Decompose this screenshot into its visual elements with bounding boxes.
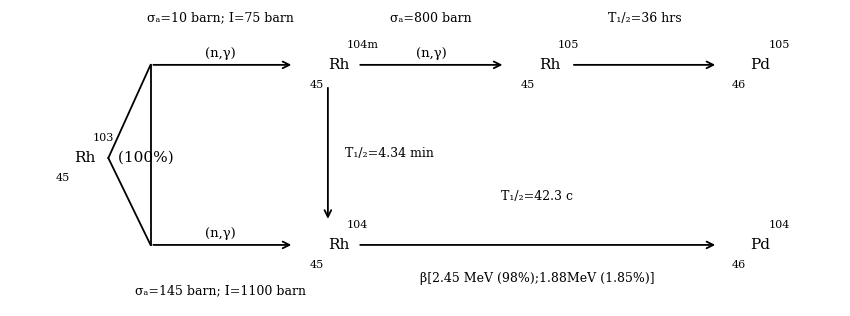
Text: 105: 105 — [558, 40, 579, 50]
Text: (100%): (100%) — [112, 151, 173, 165]
Text: 45: 45 — [309, 80, 324, 90]
Text: σₐ=145 barn; I=1100 barn: σₐ=145 barn; I=1100 barn — [135, 285, 306, 298]
Text: Pd: Pd — [750, 58, 770, 72]
Text: (n,γ): (n,γ) — [416, 47, 446, 60]
Text: Rh: Rh — [539, 58, 560, 72]
Text: 45: 45 — [309, 260, 324, 270]
Text: 46: 46 — [732, 80, 745, 90]
Text: Rh: Rh — [328, 238, 349, 252]
Text: 45: 45 — [520, 80, 535, 90]
Text: T₁/₂=42.3 c: T₁/₂=42.3 c — [502, 190, 573, 203]
Text: 104: 104 — [347, 220, 368, 230]
Text: T₁/₂=36 hrs: T₁/₂=36 hrs — [608, 11, 682, 25]
Text: (n,γ): (n,γ) — [205, 47, 236, 60]
Text: 103: 103 — [94, 133, 115, 143]
Text: Pd: Pd — [750, 238, 770, 252]
Text: 104m: 104m — [347, 40, 378, 50]
Text: Rh: Rh — [75, 151, 96, 165]
Text: 104: 104 — [768, 220, 790, 230]
Text: σₐ=800 barn: σₐ=800 barn — [390, 11, 472, 25]
Text: 105: 105 — [768, 40, 790, 50]
Text: T₁/₂=4.34 min: T₁/₂=4.34 min — [345, 147, 434, 160]
Text: Rh: Rh — [328, 58, 349, 72]
Text: (n,γ): (n,γ) — [205, 227, 236, 240]
Text: σₐ=10 barn; I=75 barn: σₐ=10 barn; I=75 barn — [147, 11, 294, 25]
Text: 46: 46 — [732, 260, 745, 270]
Text: 45: 45 — [56, 173, 71, 183]
Text: β[2.45 MeV (98%);1.88MeV (1.85%)]: β[2.45 MeV (98%);1.88MeV (1.85%)] — [420, 272, 654, 285]
